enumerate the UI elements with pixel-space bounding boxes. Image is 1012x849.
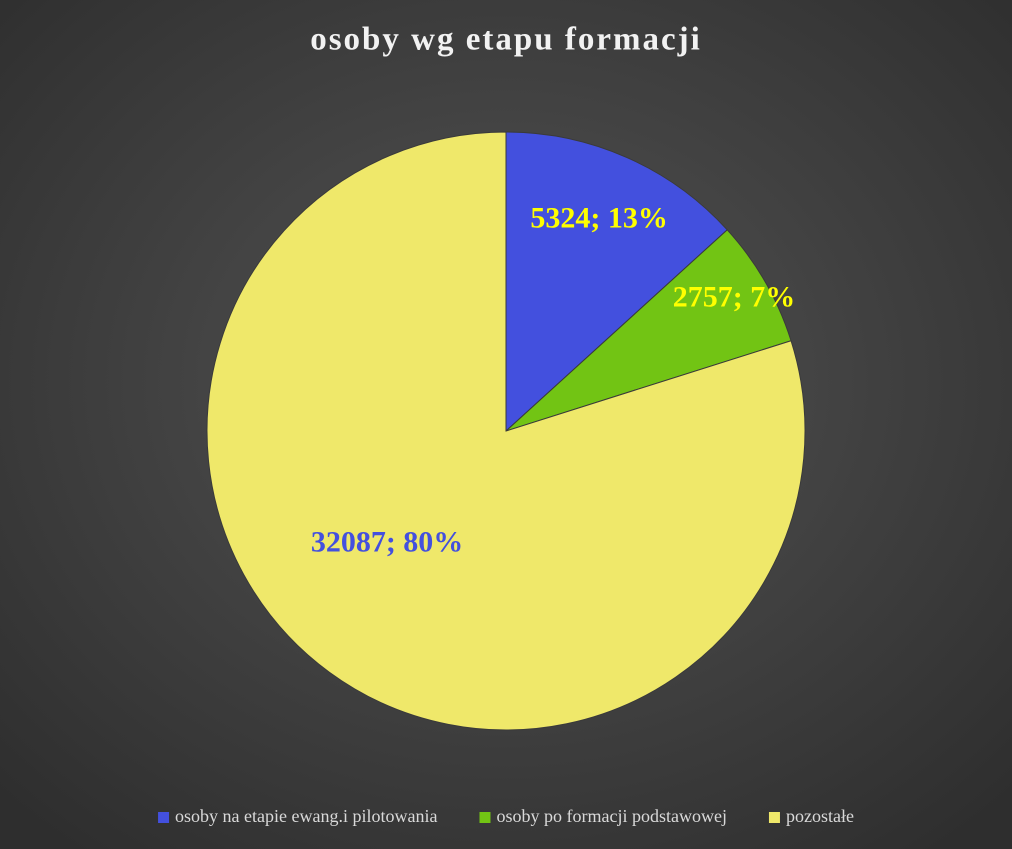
pie-slice [206, 131, 806, 731]
legend-swatch [768, 812, 780, 823]
legend-swatch [479, 812, 491, 823]
data-label: 32087; 80% [311, 525, 464, 558]
legend-label: osoby po formacji podstawowej [496, 806, 726, 826]
legend-label: pozostałe [786, 806, 854, 826]
legend-label: osoby na etapie ewang.i pilotowania [175, 806, 437, 826]
pie-slice [505, 229, 792, 432]
legend-item: osoby na etapie ewang.i pilotowania [158, 806, 437, 826]
chart-title: osoby wg etapu formacji [310, 22, 702, 58]
legend-item: osoby po formacji podstawowej [479, 806, 727, 826]
data-label: 2757; 7% [673, 281, 796, 314]
legend-item: pozostałe [768, 806, 854, 826]
pie-slice [505, 131, 728, 433]
data-label: 5324; 13% [530, 201, 668, 234]
legend-swatch [158, 812, 170, 823]
